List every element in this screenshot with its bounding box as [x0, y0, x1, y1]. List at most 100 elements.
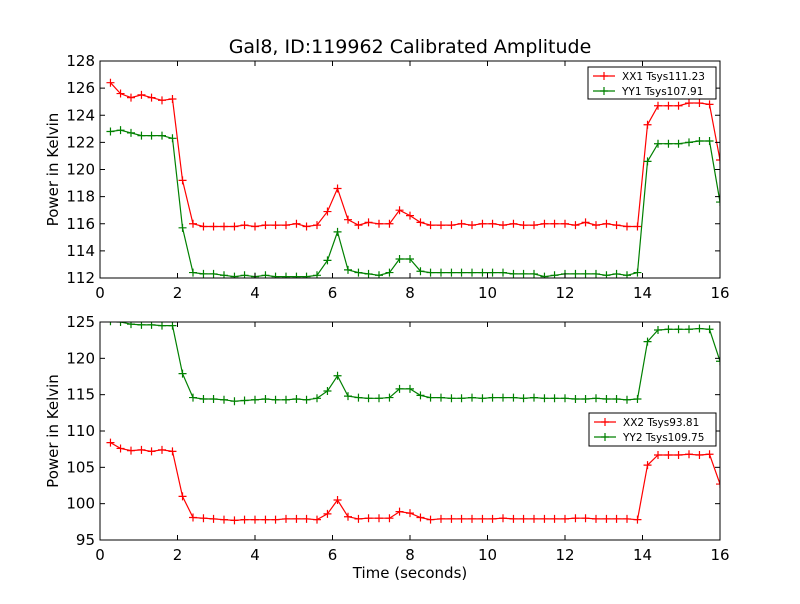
data-point — [633, 515, 642, 524]
data-point — [354, 514, 363, 523]
data-point — [292, 219, 301, 228]
y-tick-label: 120 — [66, 349, 95, 367]
y-tick-label: 100 — [66, 495, 95, 513]
data-point — [426, 393, 435, 402]
y-tick-label: 120 — [66, 161, 95, 179]
x-tick-label: 0 — [95, 284, 105, 302]
data-point — [158, 131, 166, 140]
y-tick-label: 105 — [66, 458, 95, 476]
data-point — [344, 392, 352, 401]
legend-marker — [601, 418, 609, 426]
data-point — [106, 78, 115, 87]
bottom-panel: 0 2 4 6 8 10 12 14 16 95 100 105 110 115 120 125 Power i… — [44, 313, 730, 582]
x-tick-label: 12 — [555, 284, 574, 302]
data-point — [178, 223, 187, 232]
data-point — [251, 395, 259, 404]
data-point — [602, 219, 611, 228]
data-point — [468, 514, 476, 523]
y-axis-label: Power in Kelvin — [44, 113, 62, 227]
data-point — [561, 394, 569, 403]
data-point — [323, 256, 332, 265]
series-2 — [106, 126, 720, 278]
data-point — [271, 515, 280, 524]
x-tick-label: 6 — [328, 546, 338, 564]
x-tick-label: 8 — [405, 284, 415, 302]
data-point — [220, 222, 228, 231]
data-point — [602, 395, 611, 404]
data-point — [137, 131, 146, 140]
data-point — [426, 268, 435, 277]
y-tick-label: 112 — [66, 269, 95, 287]
data-point — [519, 394, 528, 403]
data-point — [416, 391, 425, 400]
data-point — [158, 445, 166, 454]
x-axis-label: Time (seconds) — [352, 564, 468, 582]
data-point — [406, 509, 414, 518]
data-point — [643, 461, 652, 470]
data-point — [168, 447, 177, 456]
data-point — [550, 394, 559, 403]
data-point — [437, 221, 445, 230]
data-point — [705, 100, 714, 109]
data-point — [426, 515, 435, 524]
data-point — [654, 101, 662, 110]
data-point — [282, 514, 290, 523]
data-point — [654, 325, 662, 334]
data-point — [509, 393, 518, 402]
data-point — [447, 394, 456, 403]
legend-entry: XX2 Tsys93.81 — [594, 417, 699, 429]
x-tick-label: 4 — [250, 284, 260, 302]
data-point — [468, 393, 476, 402]
data-point — [612, 395, 621, 404]
data-point — [209, 514, 218, 523]
y-tick-label: 118 — [66, 188, 95, 206]
data-point — [282, 221, 290, 230]
data-point — [261, 221, 270, 230]
data-point — [478, 394, 487, 403]
data-point — [519, 514, 528, 523]
y-tick-label: 128 — [66, 52, 95, 70]
data-point — [395, 507, 404, 516]
x-tick-label: 16 — [710, 546, 729, 564]
data-point — [602, 514, 611, 523]
data-point — [633, 395, 642, 404]
data-point — [571, 395, 580, 404]
data-point — [530, 269, 538, 278]
data-point — [333, 496, 342, 505]
x-tick-label: 2 — [173, 546, 183, 564]
data-point — [540, 219, 549, 228]
data-point — [509, 514, 518, 523]
data-point — [178, 492, 187, 501]
data-point — [530, 393, 538, 402]
data-point — [581, 395, 590, 404]
data-point — [674, 139, 683, 148]
y-tick-label: 115 — [66, 386, 95, 404]
data-point — [447, 221, 456, 230]
data-point — [478, 268, 487, 277]
data-point — [189, 513, 197, 522]
data-point — [344, 512, 352, 521]
data-point — [540, 272, 549, 278]
data-point — [685, 450, 693, 459]
data-point — [478, 514, 487, 523]
data-point — [116, 89, 125, 98]
data-point — [664, 325, 673, 334]
data-point — [137, 90, 146, 99]
data-point — [643, 337, 652, 346]
data-point — [261, 395, 270, 404]
data-point — [116, 322, 125, 326]
data-point — [158, 96, 166, 105]
data-point — [209, 222, 218, 231]
data-point — [364, 218, 373, 227]
data-point — [333, 227, 342, 236]
data-point — [437, 268, 445, 277]
data-point — [116, 444, 125, 453]
data-point — [168, 134, 177, 143]
data-point — [488, 393, 497, 402]
legend-entry: YY1 Tsys107.91 — [593, 86, 703, 98]
data-point — [437, 393, 445, 402]
data-point — [189, 268, 197, 277]
data-point — [364, 394, 373, 403]
data-point — [302, 272, 311, 278]
